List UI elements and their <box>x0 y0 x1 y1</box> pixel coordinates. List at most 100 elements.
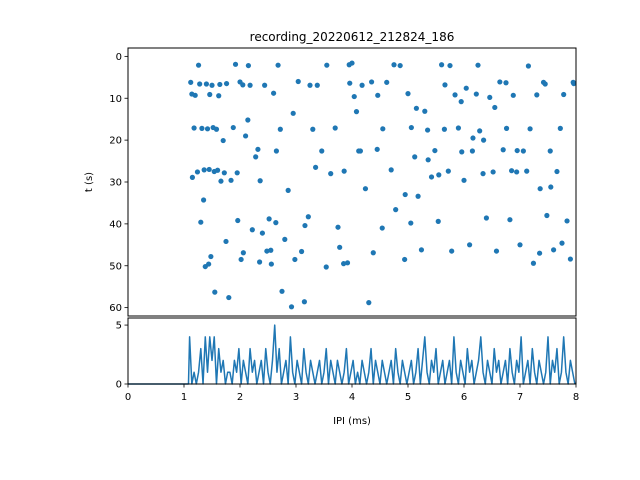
histogram-x-ticks: 0 1 2 3 4 5 6 7 8 <box>125 384 579 403</box>
spike-point <box>480 171 486 177</box>
spike-point <box>295 78 301 85</box>
spike-point <box>341 261 347 267</box>
raster-y-tick-label: 50 <box>109 261 122 272</box>
spike-point <box>537 186 543 192</box>
spike-point <box>221 170 227 176</box>
spike-point <box>402 256 408 263</box>
spike-point <box>337 244 343 250</box>
spike-point <box>344 260 351 266</box>
spike-point <box>384 79 390 85</box>
spike-point <box>418 247 425 253</box>
spike-point <box>226 294 232 301</box>
spike-point <box>204 126 211 132</box>
spike-point <box>452 92 458 98</box>
spike-point <box>249 227 255 233</box>
spike-point <box>198 219 204 225</box>
spike-point <box>324 62 330 68</box>
spike-point <box>509 168 515 174</box>
spike-point <box>201 167 207 173</box>
spike-point <box>435 218 441 224</box>
spike-point <box>307 82 313 88</box>
spike-point <box>279 288 285 294</box>
spike-point <box>194 169 201 175</box>
spike-point <box>445 168 451 174</box>
spike-point <box>346 62 352 68</box>
spike-point <box>441 126 447 132</box>
spike-point <box>408 220 414 226</box>
raster-y-ticks: 0 10 20 30 40 50 60 <box>109 52 128 314</box>
spike-point <box>554 168 560 175</box>
spike-point <box>301 299 307 305</box>
spike-point <box>206 261 212 267</box>
spike-point <box>432 147 438 154</box>
spike-point <box>277 126 283 132</box>
spike-point <box>305 214 311 220</box>
spike-point <box>455 125 461 131</box>
spike-point <box>493 248 500 254</box>
spike-point <box>273 148 279 154</box>
spike-point <box>271 90 277 96</box>
spike-point <box>243 133 249 139</box>
spike-point <box>299 248 305 255</box>
spike-point <box>469 148 475 154</box>
raster-y-tick-label: 0 <box>116 52 122 63</box>
spike-point <box>527 126 533 132</box>
spike-point <box>262 82 268 88</box>
spike-point <box>282 236 288 242</box>
spike-point <box>393 207 399 213</box>
spike-point <box>402 191 408 198</box>
histogram-y-tick-label: 0 <box>116 380 122 391</box>
raster-y-tick-label: 30 <box>109 178 122 189</box>
spike-point <box>223 238 229 245</box>
spike-point <box>319 148 325 154</box>
spike-point <box>302 222 308 229</box>
spike-point <box>481 137 487 143</box>
spike-point <box>507 217 513 223</box>
spike-point <box>217 81 223 88</box>
spike-point <box>375 92 381 98</box>
spike-point <box>235 217 241 224</box>
chart-title: recording_20220612_212824_186 <box>250 30 455 44</box>
spike-point <box>341 168 347 174</box>
spike-point <box>459 149 465 155</box>
spike-point <box>203 81 209 87</box>
spike-point <box>266 216 272 222</box>
histogram-plot-frame <box>127 317 577 385</box>
spike-point <box>391 62 397 68</box>
raster-y-tick-label: 10 <box>109 94 122 105</box>
spike-point <box>232 61 239 67</box>
raster-y-tick-label: 20 <box>109 136 122 147</box>
spike-point <box>357 148 363 154</box>
spike-point <box>218 178 224 184</box>
spike-point <box>290 110 296 116</box>
spike-point <box>551 247 557 253</box>
spike-point <box>461 177 467 183</box>
spike-point <box>257 259 263 265</box>
spike-point <box>475 62 481 68</box>
spike-point <box>359 82 365 88</box>
spike-point <box>213 126 220 132</box>
spike-point <box>408 124 414 131</box>
spike-point <box>483 215 489 221</box>
spike-point <box>238 256 244 263</box>
spike-point <box>497 79 503 85</box>
spike-point <box>517 242 523 248</box>
spike-point <box>473 91 479 97</box>
spike-point <box>353 109 360 115</box>
spike-point <box>273 220 279 226</box>
spike-point <box>490 169 496 175</box>
spike-point <box>189 174 195 180</box>
spike-point <box>207 91 213 98</box>
spike-point <box>310 126 316 132</box>
spike-point <box>510 92 516 98</box>
spike-point <box>561 91 567 98</box>
spike-point <box>557 125 563 131</box>
raster-y-axis-label: t (s) <box>84 172 95 192</box>
spike-point <box>255 146 261 152</box>
spike-point <box>240 250 246 256</box>
spike-point <box>477 128 483 134</box>
spike-point <box>397 62 403 69</box>
raster-plot <box>188 60 577 310</box>
